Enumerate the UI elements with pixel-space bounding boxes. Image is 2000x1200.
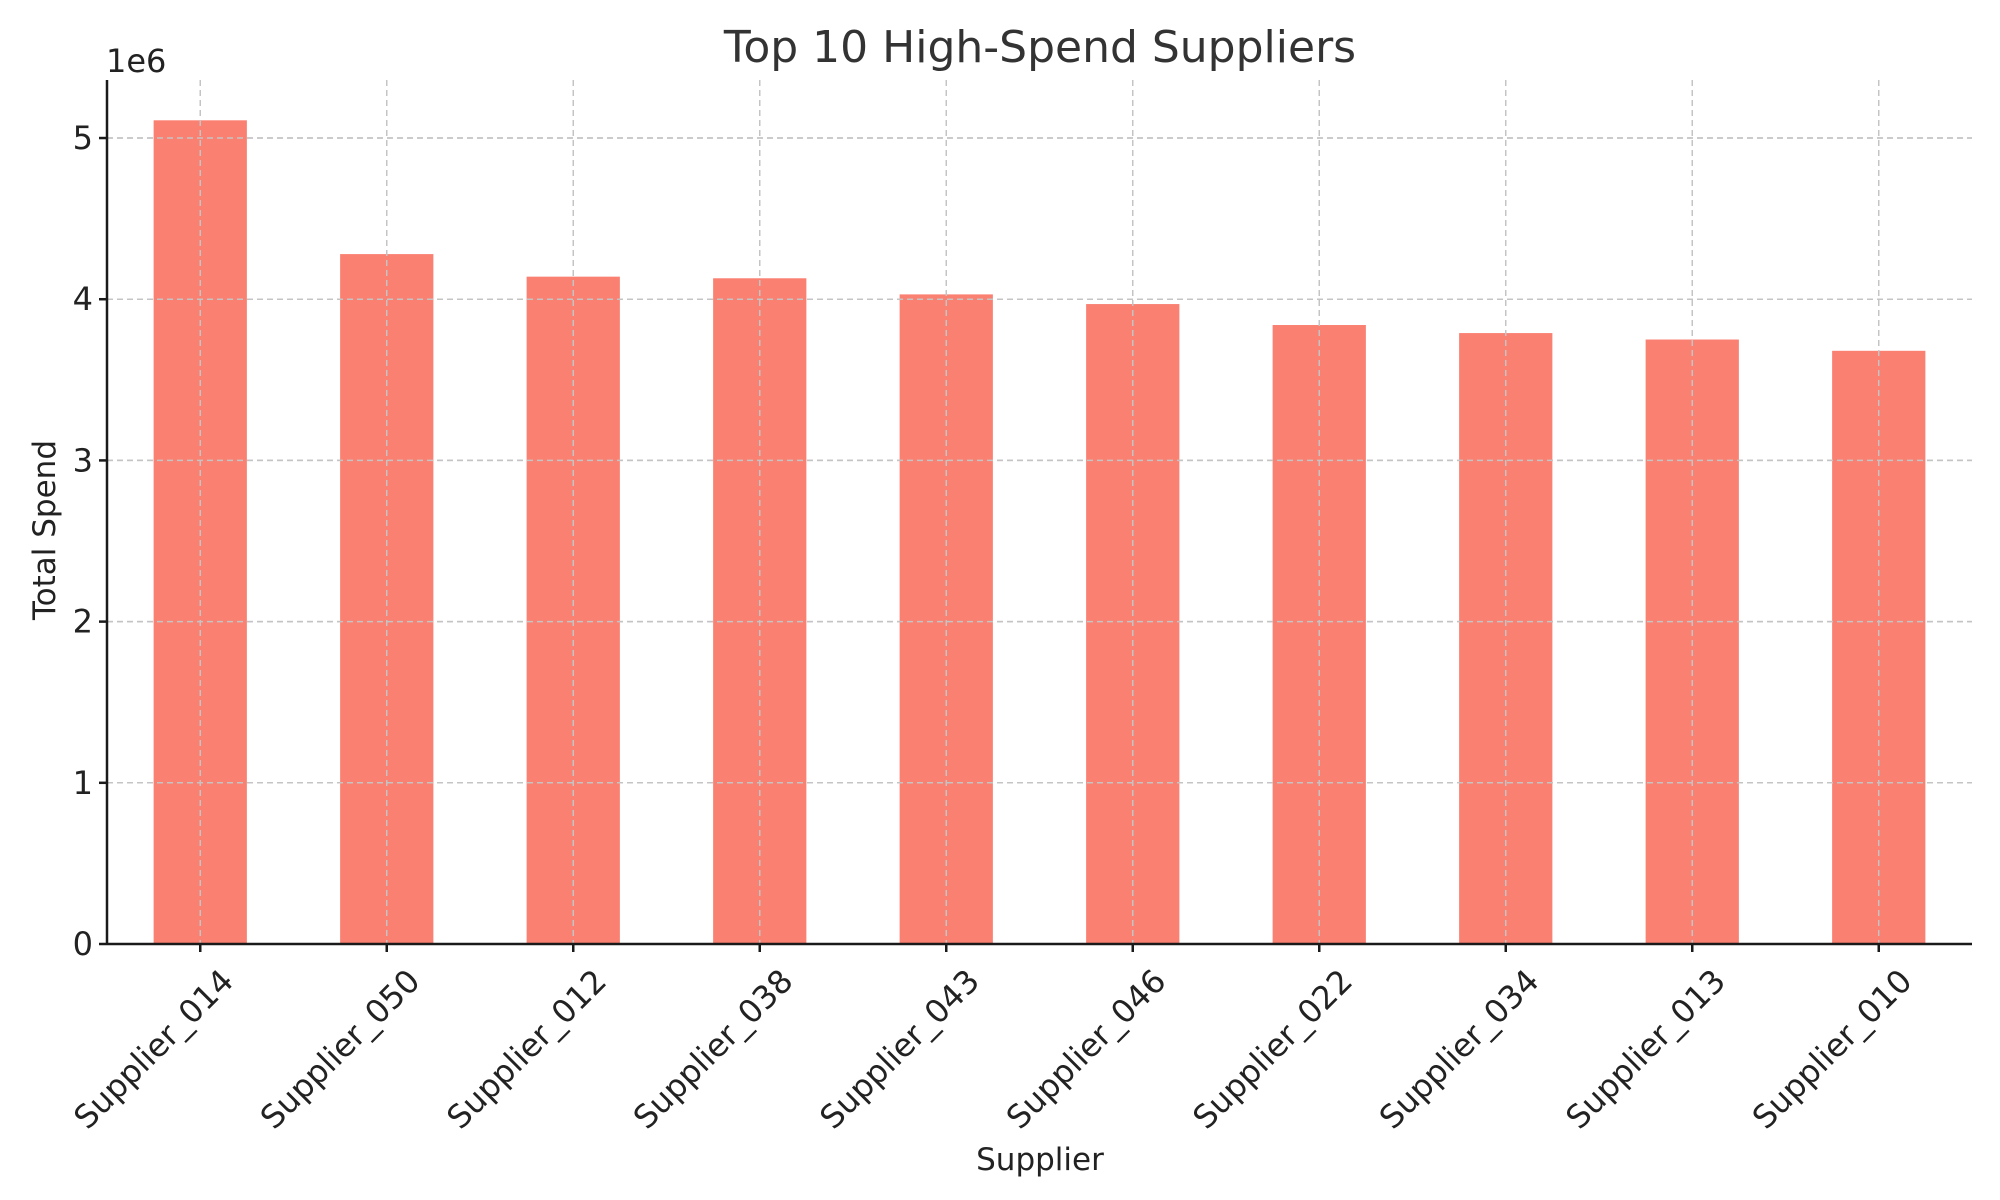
x-tick-label: Supplier_010	[1745, 962, 1920, 1137]
x-tick-label: Supplier_043	[812, 962, 987, 1137]
y-tick-label: 3	[73, 441, 93, 479]
chart-title: Top 10 High-Spend Suppliers	[723, 22, 1356, 73]
y-tick-label: 4	[73, 280, 93, 318]
x-axis-label: Supplier	[976, 1142, 1104, 1178]
x-tick-label: Supplier_046	[999, 962, 1174, 1137]
x-tick-label: Supplier_012	[439, 962, 614, 1137]
x-tick-label: Supplier_013	[1558, 962, 1733, 1137]
y-tick-label: 5	[73, 119, 93, 157]
y-tick-label: 0	[73, 925, 93, 963]
y-tick-label: 1	[73, 764, 93, 802]
y-axis-scale-label: 1e6	[106, 42, 166, 80]
y-tick-label: 2	[73, 603, 93, 641]
x-tick-label: Supplier_034	[1372, 962, 1547, 1137]
x-tick-label: Supplier_014	[66, 962, 241, 1137]
axes	[99, 80, 1972, 952]
x-tick-label: Supplier_038	[626, 962, 801, 1137]
bar-supplier-050	[340, 254, 434, 945]
y-axis-label: Total Spend	[27, 440, 63, 621]
bars	[107, 80, 1972, 945]
x-tick-label: Supplier_050	[253, 962, 428, 1137]
x-tick-label: Supplier_022	[1185, 962, 1360, 1137]
